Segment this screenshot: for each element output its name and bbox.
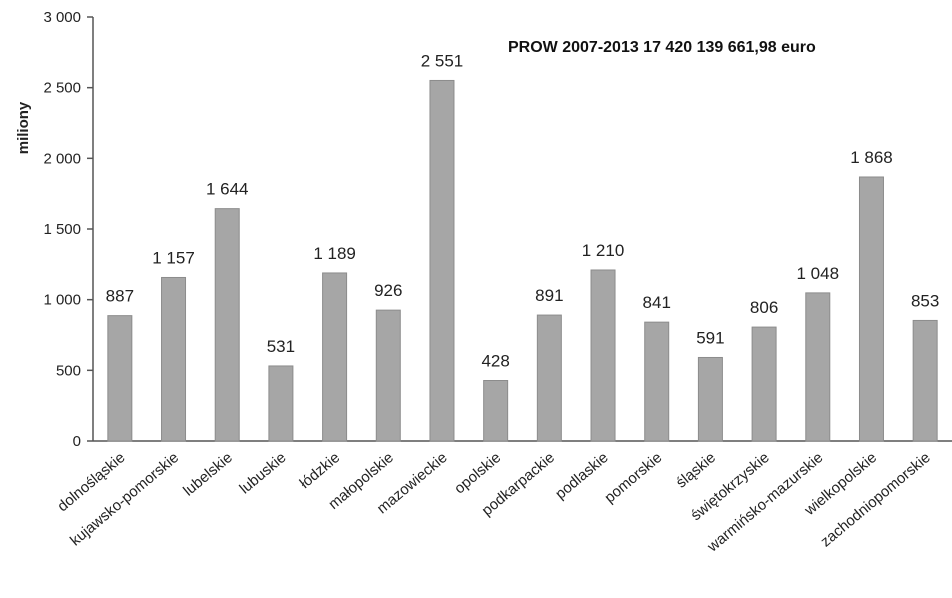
bar — [590, 269, 616, 442]
bar — [161, 276, 187, 442]
y-tick-label: 3 000 — [43, 9, 81, 26]
bar — [644, 321, 670, 442]
bar — [107, 315, 133, 442]
y-tick-label: 1 000 — [43, 292, 81, 309]
bar — [697, 356, 723, 442]
bar — [268, 365, 294, 442]
category-label: lubuskie — [236, 449, 289, 497]
data-label: 428 — [481, 352, 509, 371]
data-label: 926 — [374, 281, 402, 300]
data-label: 1 189 — [313, 244, 356, 263]
data-label: 887 — [106, 287, 134, 306]
category-label: łódzkie — [296, 449, 343, 492]
y-tick-label: 2 000 — [43, 150, 81, 167]
bar — [912, 319, 938, 442]
bar — [858, 176, 884, 442]
data-label: 591 — [696, 328, 724, 347]
category-label: opolskie — [451, 449, 504, 497]
data-label: 1 210 — [582, 241, 625, 260]
data-label: 853 — [911, 291, 939, 310]
bar — [375, 309, 401, 442]
data-label: 806 — [750, 298, 778, 317]
data-label: 891 — [535, 286, 563, 305]
data-label: 1 157 — [152, 248, 195, 267]
category-label: lubelskie — [180, 449, 236, 500]
data-label: 1 048 — [797, 264, 840, 283]
y-tick-label: 0 — [73, 433, 81, 450]
data-label: 841 — [643, 293, 671, 312]
bar — [751, 326, 777, 442]
bar — [483, 380, 509, 442]
category-label: pomorskie — [601, 449, 665, 507]
bar — [429, 79, 455, 442]
bar — [214, 208, 240, 442]
y-axis-ticks: 0 500 1 000 1 500 2 000 2 500 3 000 — [43, 9, 93, 450]
bar — [322, 272, 348, 442]
data-labels-group: 887 1 157 1 644 531 1 189 926 2 551 428 891 1 210… — [106, 51, 940, 370]
data-label: 2 551 — [421, 51, 464, 70]
data-label: 1 644 — [206, 180, 249, 199]
bar — [536, 314, 562, 442]
bar — [805, 292, 831, 442]
y-axis-title: miliony — [15, 101, 32, 154]
y-tick-label: 2 500 — [43, 80, 81, 97]
chart-title: PROW 2007-2013 17 420 139 661,98 euro — [508, 39, 816, 56]
data-label: 531 — [267, 337, 295, 356]
y-tick-label: 500 — [56, 362, 81, 379]
y-tick-label: 1 500 — [43, 221, 81, 238]
data-label: 1 868 — [850, 148, 893, 167]
category-label: śląskie — [673, 449, 719, 492]
bars-group — [107, 79, 938, 442]
